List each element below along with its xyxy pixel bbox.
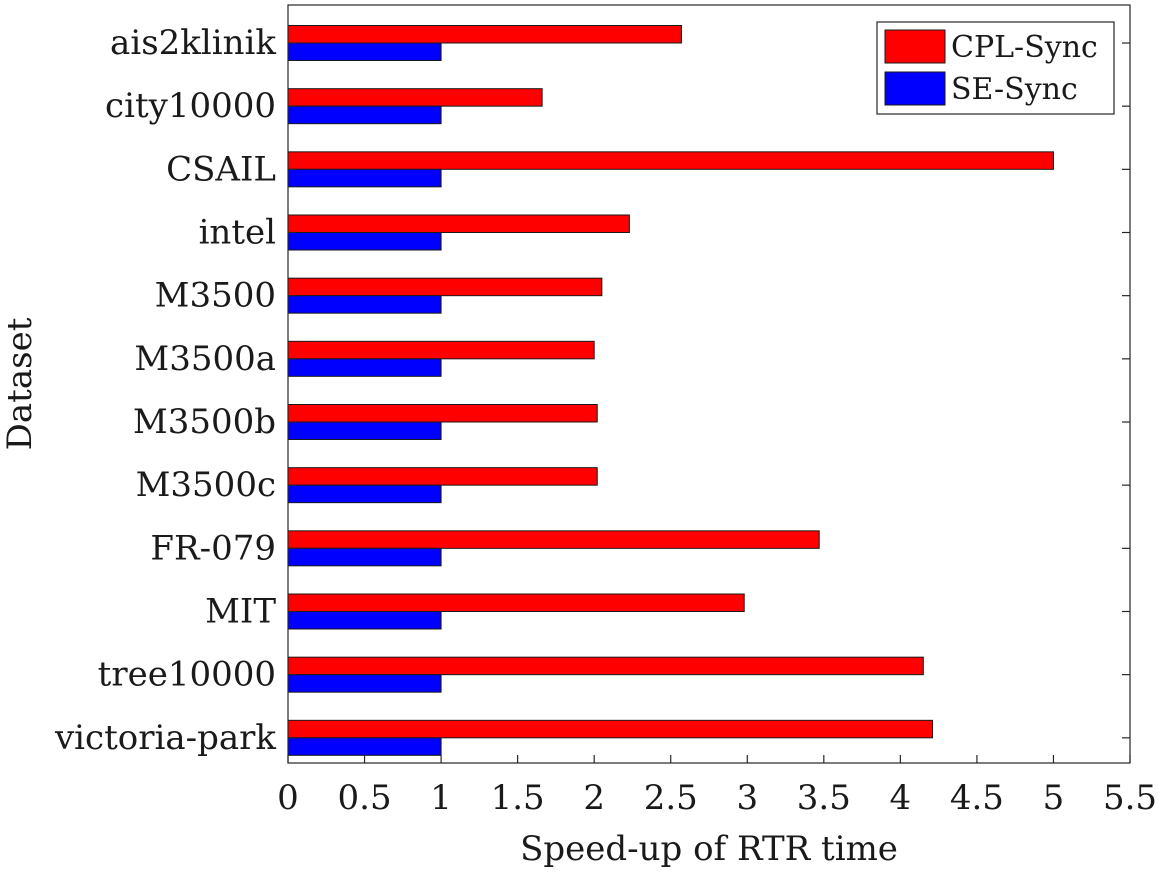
y-tick-label: city10000 <box>105 86 276 126</box>
legend-entry-label: SE-Sync <box>951 72 1078 107</box>
x-tick-label: 3.5 <box>797 778 851 818</box>
y-tick-label: intel <box>199 213 276 253</box>
bar-cpl-sync-ais2klinik <box>287 25 682 44</box>
axes-box <box>287 4 1131 764</box>
bar-cpl-sync-m3500b <box>287 404 598 423</box>
x-ticks-group: 0 0.5 1 1.5 2 2.5 3 3.5 4 4.5 5 5.5 <box>277 755 1157 818</box>
bar-cpl-sync-mit <box>287 593 745 612</box>
y-ticks-group: ais2klinik city10000 CSAIL intel M3500 M3500a… <box>54 23 1130 758</box>
bar-se-sync-victoria-park <box>287 737 442 756</box>
bar-se-sync-city10000 <box>287 105 442 125</box>
x-tick-label: 2.5 <box>644 778 698 818</box>
y-tick-label: M3500b <box>133 402 276 442</box>
x-tick-label: 4 <box>890 778 912 818</box>
x-tick-label: 3 <box>736 778 758 818</box>
bar-cpl-sync-m3500 <box>287 277 603 297</box>
bar-se-sync-fr-079 <box>287 547 442 567</box>
y-tick-label: M3500c <box>136 465 276 505</box>
y-tick-label: tree10000 <box>98 655 276 695</box>
bar-se-sync-mit <box>287 611 442 630</box>
bar-cpl-sync-victoria-park <box>287 719 934 739</box>
x-tick-label: 0.5 <box>338 778 392 818</box>
y-tick-label: MIT <box>205 592 276 632</box>
y-tick-label: ais2klinik <box>110 23 276 63</box>
x-tick-label: 1 <box>430 778 452 818</box>
y-axis-title: Dataset <box>0 317 40 450</box>
x-tick-label: 0 <box>277 778 299 818</box>
y-tick-label: M3500a <box>134 339 276 379</box>
bar-cpl-sync-m3500a <box>287 340 595 360</box>
bar-se-sync-m3500 <box>287 295 442 314</box>
bar-cpl-sync-city10000 <box>287 88 543 107</box>
x-tick-label: 1.5 <box>491 778 545 818</box>
legend-swatch <box>884 29 946 64</box>
bar-se-sync-m3500b <box>287 421 442 440</box>
y-tick-label: FR-079 <box>150 528 276 568</box>
bar-cpl-sync-csail <box>287 151 1054 170</box>
bar-se-sync-m3500a <box>287 358 442 377</box>
bar-se-sync-tree10000 <box>287 674 442 693</box>
x-tick-label: 4.5 <box>950 778 1004 818</box>
bar-se-sync-ais2klinik <box>287 42 442 61</box>
bar-se-sync-intel <box>287 232 442 251</box>
y-tick-label: M3500 <box>155 276 276 316</box>
bar-cpl-sync-tree10000 <box>287 656 924 676</box>
x-tick-label: 5 <box>1043 778 1065 818</box>
bar-cpl-sync-m3500c <box>287 467 598 486</box>
bar-cpl-sync-intel <box>287 214 630 233</box>
bar-se-sync-csail <box>287 168 442 188</box>
legend-swatch <box>884 71 946 106</box>
bar-cpl-sync-fr-079 <box>287 530 820 549</box>
legend: CPL-Sync SE-Sync <box>876 21 1115 115</box>
bar-se-sync-m3500c <box>287 484 442 504</box>
x-tick-label: 2 <box>583 778 605 818</box>
x-axis-title: Speed-up of RTR time <box>520 829 898 869</box>
y-tick-label: victoria-park <box>54 718 276 758</box>
y-tick-label: CSAIL <box>166 149 276 189</box>
legend-entry-label: CPL-Sync <box>951 30 1098 65</box>
x-tick-label: 5.5 <box>1103 778 1157 818</box>
